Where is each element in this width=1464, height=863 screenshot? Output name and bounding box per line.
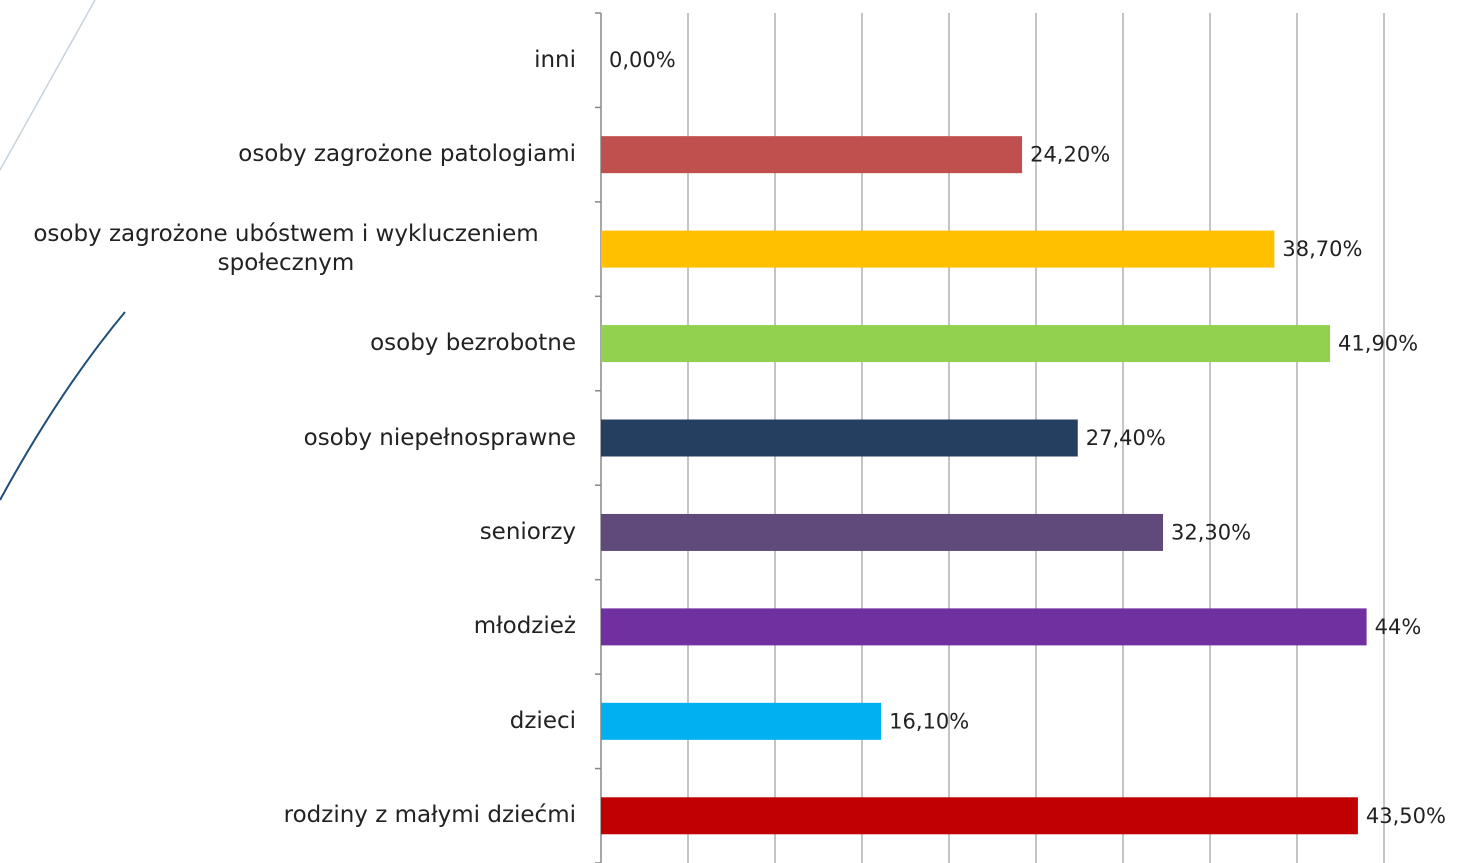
category-label-box: młodzież (0, 587, 576, 667)
bar (601, 325, 1331, 363)
decoration (0, 0, 96, 171)
value-label: 32,30% (1171, 520, 1251, 544)
category-label: osoby zagrożone patologiami (238, 141, 576, 168)
value-label: 27,40% (1086, 426, 1166, 450)
value-label: 43,50% (1366, 804, 1446, 828)
category-label-box: dzieci (0, 681, 576, 761)
category-label-box: osoby zagrożone patologiami (0, 115, 576, 195)
bar (601, 797, 1358, 835)
category-label: osoby zagrożone ubóstwem i wykluczeniem … (33, 221, 539, 277)
value-label: 38,70% (1282, 237, 1362, 261)
decoration (0, 311, 126, 501)
value-label: 41,90% (1338, 332, 1418, 356)
category-label-box: osoby zagrożone ubóstwem i wykluczeniem … (0, 209, 576, 289)
category-label-box: osoby bezrobotne (0, 304, 576, 384)
value-label: 0,00% (609, 48, 676, 72)
category-label: osoby bezrobotne (370, 330, 576, 357)
bar (601, 230, 1275, 268)
value-label: 24,20% (1030, 143, 1110, 167)
category-label-box: inni (0, 20, 576, 100)
bar (601, 513, 1164, 551)
category-label-box: osoby niepełnosprawne (0, 398, 576, 478)
value-label: 44% (1375, 615, 1422, 639)
category-label: rodziny z małymi dziećmi (283, 802, 576, 829)
category-label: osoby niepełnosprawne (303, 424, 576, 451)
category-label: młodzież (473, 613, 576, 640)
category-label: dzieci (509, 707, 576, 734)
bar (601, 419, 1078, 457)
category-label: inni (534, 46, 576, 73)
category-label-box: rodziny z małymi dziećmi (0, 776, 576, 856)
bar (601, 136, 1023, 174)
category-label: seniorzy (479, 518, 576, 545)
bar (601, 702, 882, 740)
category-label-box: seniorzy (0, 492, 576, 572)
value-label: 16,10% (889, 709, 969, 733)
bar (601, 608, 1367, 646)
